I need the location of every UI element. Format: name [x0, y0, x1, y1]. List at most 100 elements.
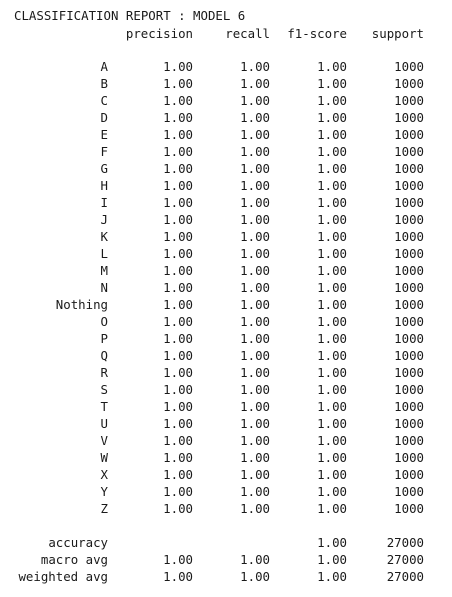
f1-score-value: 1.00 [317, 212, 347, 227]
f1-score-value: 1.00 [317, 297, 347, 312]
table-row: T 1.00 1.00 1.00 1000 [0, 398, 452, 415]
f1-score-value: 1.00 [317, 484, 347, 499]
f1-score-value: 1.00 [317, 263, 347, 278]
precision-value: 1.00 [163, 433, 193, 448]
row-label: R [100, 365, 108, 380]
recall-value: 1.00 [240, 110, 270, 125]
table-row: Z 1.00 1.00 1.00 1000 [0, 500, 452, 517]
f1-score-value: 1.00 [317, 467, 347, 482]
f1-score-value: 1.00 [317, 178, 347, 193]
recall-value: 1.00 [240, 552, 270, 567]
f1-score-value: 1.00 [317, 450, 347, 465]
table-row: R 1.00 1.00 1.00 1000 [0, 364, 452, 381]
recall-value: 1.00 [240, 263, 270, 278]
row-label: W [100, 450, 108, 465]
support-value: 1000 [394, 110, 424, 125]
row-label: E [100, 127, 108, 142]
recall-value: 1.00 [240, 76, 270, 91]
recall-value: 1.00 [240, 399, 270, 414]
recall-value: 1.00 [240, 297, 270, 312]
f1-score-value: 1.00 [317, 552, 347, 567]
precision-value: 1.00 [163, 348, 193, 363]
support-value: 1000 [394, 212, 424, 227]
support-value: 1000 [394, 144, 424, 159]
precision-value: 1.00 [163, 314, 193, 329]
recall-value: 1.00 [240, 416, 270, 431]
recall-value: 1.00 [240, 501, 270, 516]
precision-value: 1.00 [163, 382, 193, 397]
recall-value: 1.00 [240, 314, 270, 329]
precision-value: 1.00 [163, 331, 193, 346]
f1-score-value: 1.00 [317, 331, 347, 346]
table-row: B 1.00 1.00 1.00 1000 [0, 75, 452, 92]
row-label: N [100, 280, 108, 295]
support-value: 1000 [394, 365, 424, 380]
summary-row: macro avg 1.00 1.00 1.00 27000 [0, 551, 452, 568]
f1-score-value: 1.00 [317, 535, 347, 550]
recall-value: 1.00 [240, 195, 270, 210]
precision-value: 1.00 [163, 467, 193, 482]
recall-value: 1.00 [240, 144, 270, 159]
row-label: Y [100, 484, 108, 499]
precision-value: 1.00 [163, 161, 193, 176]
f1-score-value: 1.00 [317, 365, 347, 380]
table-row: M 1.00 1.00 1.00 1000 [0, 262, 452, 279]
summary-row: weighted avg 1.00 1.00 1.00 27000 [0, 568, 452, 585]
precision-value: 1.00 [163, 127, 193, 142]
f1-score-value: 1.00 [317, 195, 347, 210]
recall-value: 1.00 [240, 348, 270, 363]
precision-value: 1.00 [163, 212, 193, 227]
f1-score-value: 1.00 [317, 314, 347, 329]
precision-value: 1.00 [163, 484, 193, 499]
recall-value: 1.00 [240, 467, 270, 482]
recall-value: 1.00 [240, 59, 270, 74]
precision-value: 1.00 [163, 280, 193, 295]
row-label: A [100, 59, 108, 74]
row-label: Z [100, 501, 108, 516]
precision-value: 1.00 [163, 246, 193, 261]
header-row: precision recall f1-score support [0, 25, 452, 42]
table-row: V 1.00 1.00 1.00 1000 [0, 432, 452, 449]
table-row: Y 1.00 1.00 1.00 1000 [0, 483, 452, 500]
table-row: A 1.00 1.00 1.00 1000 [0, 58, 452, 75]
summary-row: accuracy 1.00 27000 [0, 534, 452, 551]
report-title: CLASSIFICATION REPORT : MODEL 6 [14, 8, 246, 23]
table-row: E 1.00 1.00 1.00 1000 [0, 126, 452, 143]
precision-value: 1.00 [163, 501, 193, 516]
f1-score-value: 1.00 [317, 229, 347, 244]
row-label: G [100, 161, 108, 176]
table-row: G 1.00 1.00 1.00 1000 [0, 160, 452, 177]
support-value: 27000 [386, 552, 424, 567]
recall-value: 1.00 [240, 229, 270, 244]
row-label: V [100, 433, 108, 448]
recall-value: 1.00 [240, 161, 270, 176]
recall-value: 1.00 [240, 178, 270, 193]
support-value: 1000 [394, 59, 424, 74]
row-label: accuracy [48, 535, 108, 550]
f1-score-value: 1.00 [317, 246, 347, 261]
f1-score-value: 1.00 [317, 348, 347, 363]
table-row: Q 1.00 1.00 1.00 1000 [0, 347, 452, 364]
precision-value: 1.00 [163, 178, 193, 193]
support-value: 1000 [394, 467, 424, 482]
row-label: M [100, 263, 108, 278]
precision-value: 1.00 [163, 110, 193, 125]
row-label: D [100, 110, 108, 125]
support-value: 1000 [394, 246, 424, 261]
f1-score-value: 1.00 [317, 59, 347, 74]
table-row: U 1.00 1.00 1.00 1000 [0, 415, 452, 432]
support-value: 1000 [394, 263, 424, 278]
precision-value: 1.00 [163, 399, 193, 414]
recall-value: 1.00 [240, 382, 270, 397]
f1-score-value: 1.00 [317, 280, 347, 295]
table-row: W 1.00 1.00 1.00 1000 [0, 449, 452, 466]
support-value: 1000 [394, 127, 424, 142]
support-value: 1000 [394, 433, 424, 448]
f1-score-value: 1.00 [317, 93, 347, 108]
f1-score-value: 1.00 [317, 161, 347, 176]
table-row: S 1.00 1.00 1.00 1000 [0, 381, 452, 398]
row-label: F [100, 144, 108, 159]
row-label: C [100, 93, 108, 108]
f1-score-value: 1.00 [317, 433, 347, 448]
